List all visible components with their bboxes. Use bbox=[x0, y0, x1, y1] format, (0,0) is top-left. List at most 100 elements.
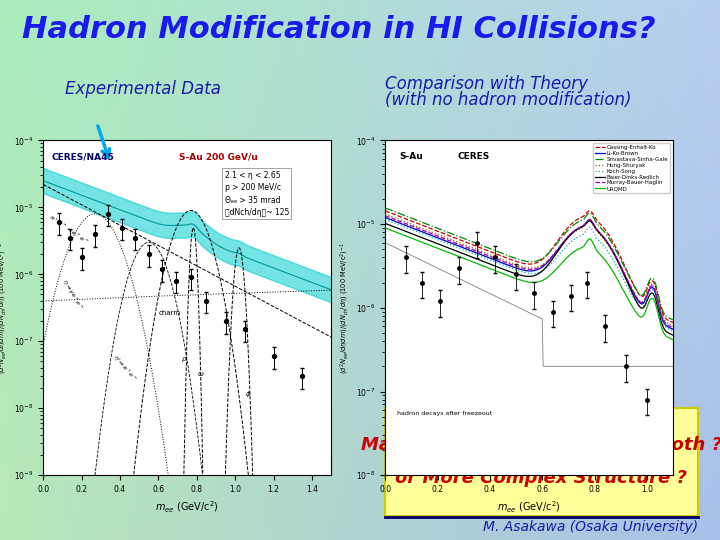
Koch-Song bbox=[624, 285, 632, 291]
Text: or More Complex Structure ?: or More Complex Structure ? bbox=[395, 469, 688, 487]
URQMD bbox=[382, 225, 390, 232]
URQMD bbox=[381, 225, 390, 231]
URQMD bbox=[624, 295, 632, 302]
Cassing-Enhalt-Ko bbox=[624, 272, 633, 278]
URQMD bbox=[552, 267, 560, 273]
Cassing-Enhalt-Ko bbox=[643, 285, 652, 292]
Text: $\omega$: $\omega$ bbox=[197, 370, 204, 379]
Murray-Bauer-Haglin bbox=[381, 212, 390, 219]
Text: M. Asakawa (Osaka University): M. Asakawa (Osaka University) bbox=[483, 519, 698, 534]
Koch-Song bbox=[552, 255, 560, 262]
Murray-Bauer-Haglin bbox=[552, 247, 561, 254]
Cassing-Enhalt-Ko bbox=[552, 239, 561, 246]
Y-axis label: $(d^2N_{ee}/d\eta dm)/(dN_{ch}/d\eta)$ (100 MeV/c$^2$)$^{-1}$: $(d^2N_{ee}/d\eta dm)/(dN_{ch}/d\eta)$ (… bbox=[0, 242, 9, 374]
Text: S-Au: S-Au bbox=[400, 152, 423, 161]
Murray-Bauer-Haglin bbox=[557, 241, 566, 247]
Murray-Bauer-Haglin bbox=[382, 213, 390, 219]
Line: Srivastava-Sinha-Gale: Srivastava-Sinha-Gale bbox=[385, 208, 673, 320]
Legend: Cassing-Enhalt-Ko, Li-Ko-Brown, Srivastava-Sinha-Gale, Hung-Shuryak, Koch-Song, : Cassing-Enhalt-Ko, Li-Ko-Brown, Srivasta… bbox=[593, 143, 670, 193]
Murray-Bauer-Haglin bbox=[624, 278, 632, 284]
X-axis label: $m_{ee}$ (GeV/c$^2$): $m_{ee}$ (GeV/c$^2$) bbox=[498, 500, 561, 515]
Koch-Song bbox=[552, 254, 561, 261]
Text: Hadron Modification in HI Collisions?: Hadron Modification in HI Collisions? bbox=[22, 15, 655, 44]
Hung-Shuryak bbox=[552, 248, 561, 254]
URQMD bbox=[642, 306, 651, 313]
Koch-Song bbox=[642, 297, 651, 303]
URQMD bbox=[669, 336, 678, 343]
Cassing-Enhalt-Ko bbox=[557, 232, 566, 239]
Text: CERES/NA45: CERES/NA45 bbox=[52, 152, 114, 161]
Text: S-Au 200 GeV/u: S-Au 200 GeV/u bbox=[179, 152, 257, 161]
Koch-Song bbox=[669, 328, 678, 334]
Line: Li-Ko-Brown: Li-Ko-Brown bbox=[385, 218, 673, 329]
Line: Koch-Song: Koch-Song bbox=[385, 219, 673, 331]
Text: $\eta'\to e^+e^-$: $\eta'\to e^+e^-$ bbox=[110, 353, 139, 384]
Li-Ko-Brown bbox=[382, 214, 390, 221]
Hung-Shuryak bbox=[642, 292, 651, 298]
Cassing-Enhalt-Ko bbox=[382, 208, 390, 214]
Hung-Shuryak bbox=[381, 211, 390, 217]
Text: CERES: CERES bbox=[457, 152, 490, 161]
Text: $\eta\to\gamma e^+e^-$: $\eta\to\gamma e^+e^-$ bbox=[58, 277, 85, 312]
Baier-Dinks-Redlich bbox=[381, 220, 390, 227]
Baier-Dinks-Redlich bbox=[669, 332, 678, 339]
Baier-Dinks-Redlich bbox=[552, 251, 560, 258]
Baier-Dinks-Redlich bbox=[552, 249, 561, 256]
Text: Experimental Data: Experimental Data bbox=[65, 80, 221, 98]
Line: Murray-Bauer-Haglin: Murray-Bauer-Haglin bbox=[385, 215, 673, 328]
URQMD bbox=[557, 260, 566, 267]
Srivastava-Sinha-Gale bbox=[669, 316, 678, 323]
Baier-Dinks-Redlich bbox=[585, 218, 594, 224]
Srivastava-Sinha-Gale bbox=[552, 240, 561, 247]
Srivastava-Sinha-Gale bbox=[382, 205, 390, 212]
URQMD bbox=[552, 266, 561, 272]
Line: URQMD: URQMD bbox=[385, 228, 673, 340]
Hung-Shuryak bbox=[557, 242, 566, 248]
Li-Ko-Brown bbox=[642, 294, 651, 301]
Text: Comparison with Theory: Comparison with Theory bbox=[385, 75, 588, 93]
Cassing-Enhalt-Ko bbox=[381, 207, 390, 214]
Murray-Bauer-Haglin bbox=[642, 293, 651, 299]
Koch-Song bbox=[557, 248, 566, 255]
Srivastava-Sinha-Gale bbox=[552, 242, 560, 248]
Hung-Shuryak bbox=[624, 278, 632, 285]
Murray-Bauer-Haglin bbox=[669, 325, 678, 331]
Srivastava-Sinha-Gale bbox=[557, 234, 566, 241]
Text: $\phi$: $\phi$ bbox=[245, 389, 251, 400]
Baier-Dinks-Redlich bbox=[643, 297, 652, 303]
Line: Cassing-Enhalt-Ko: Cassing-Enhalt-Ko bbox=[385, 211, 673, 323]
Text: $\rho$: $\rho$ bbox=[181, 355, 188, 364]
Baier-Dinks-Redlich bbox=[382, 220, 390, 227]
Line: Baier-Dinks-Redlich: Baier-Dinks-Redlich bbox=[385, 221, 673, 335]
Cassing-Enhalt-Ko bbox=[552, 240, 560, 247]
Li-Ko-Brown bbox=[381, 214, 390, 221]
Cassing-Enhalt-Ko bbox=[669, 320, 678, 326]
Koch-Song bbox=[382, 217, 390, 223]
Srivastava-Sinha-Gale bbox=[381, 205, 390, 211]
X-axis label: $m_{ee}$ (GeV/c$^2$): $m_{ee}$ (GeV/c$^2$) bbox=[156, 500, 219, 515]
Hung-Shuryak bbox=[669, 322, 678, 329]
Hung-Shuryak bbox=[382, 211, 390, 218]
Line: Hung-Shuryak: Hung-Shuryak bbox=[385, 214, 673, 326]
Li-Ko-Brown bbox=[552, 249, 560, 255]
FancyBboxPatch shape bbox=[385, 408, 698, 516]
Srivastava-Sinha-Gale bbox=[624, 271, 632, 278]
Li-Ko-Brown bbox=[669, 326, 678, 333]
Text: hadron decays after freezeout: hadron decays after freezeout bbox=[397, 411, 492, 416]
Baier-Dinks-Redlich bbox=[557, 243, 566, 249]
Li-Ko-Brown bbox=[557, 241, 566, 248]
Y-axis label: $(d^2N_{ee}/d\eta dm)/(dN_{ch}/d\eta)$ (100 MeV/c$^2$)$^{-1}$: $(d^2N_{ee}/d\eta dm)/(dN_{ch}/d\eta)$ (… bbox=[338, 242, 351, 374]
Srivastava-Sinha-Gale bbox=[642, 285, 651, 292]
Text: $\pi^+\pi^-\to e^+e^-$: $\pi^+\pi^-\to e^+e^-$ bbox=[47, 212, 90, 246]
Cassing-Enhalt-Ko bbox=[585, 207, 594, 214]
Text: (with no hadron modification): (with no hadron modification) bbox=[385, 91, 631, 109]
Text: charm: charm bbox=[158, 309, 181, 316]
Hung-Shuryak bbox=[552, 249, 560, 255]
Li-Ko-Brown bbox=[552, 248, 561, 254]
Text: 2.1 < η < 2.65
p > 200 MeV/c
Θₑₑ > 35 mrad
〈dNch/dη〉~ 125: 2.1 < η < 2.65 p > 200 MeV/c Θₑₑ > 35 mr… bbox=[225, 171, 289, 217]
Koch-Song bbox=[381, 216, 390, 222]
Li-Ko-Brown bbox=[624, 278, 632, 285]
Murray-Bauer-Haglin bbox=[552, 248, 560, 255]
Text: Mass Shift ? Broadening ? or Both ?: Mass Shift ? Broadening ? or Both ? bbox=[361, 436, 720, 455]
Baier-Dinks-Redlich bbox=[624, 282, 633, 289]
